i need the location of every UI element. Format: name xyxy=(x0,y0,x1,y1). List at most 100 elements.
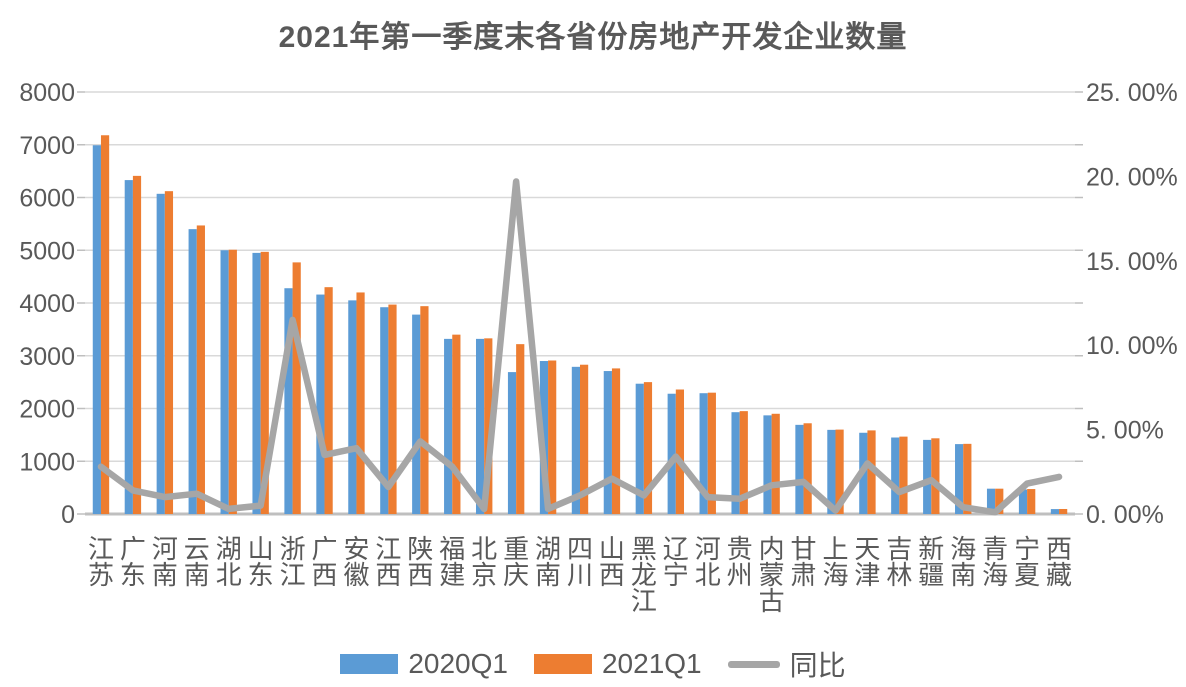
category-label-广东: 广东 xyxy=(120,534,146,590)
right-axis-label: 20. 00% xyxy=(1086,163,1178,191)
bar-2021q1-海南 xyxy=(963,443,972,514)
bar-2021q1-河北 xyxy=(707,392,716,514)
category-label-青海: 青海 xyxy=(982,534,1008,590)
chart-plot-svg: 0 1000 2000 3000 4000 5000 6000 7000 8000 0. 00% 5… xyxy=(19,79,1177,616)
legend-swatch-2021q1-icon xyxy=(533,654,592,674)
bar-2020q1-河南 xyxy=(156,193,165,514)
category-label-四川: 四川 xyxy=(567,534,593,590)
category-label-河北: 河北 xyxy=(695,534,721,590)
bar-2021q1-甘肃 xyxy=(803,423,812,514)
bar-2020q1-四川 xyxy=(571,366,580,514)
bar-2021q1-西藏 xyxy=(1059,508,1068,514)
bar-2020q1-上海 xyxy=(827,429,836,514)
category-label-黑龙江: 黑龙江 xyxy=(631,534,657,616)
legend-item-2021q1: 2021Q1 xyxy=(533,648,702,680)
bar-2020q1-广东 xyxy=(124,180,133,514)
bar-2020q1-北京 xyxy=(475,338,485,514)
bar-2020q1-云南 xyxy=(188,229,197,514)
category-label-上海: 上海 xyxy=(822,534,848,590)
category-label-湖北: 湖北 xyxy=(216,534,242,590)
bar-2020q1-辽宁 xyxy=(667,393,676,514)
bar-2021q1-陕西 xyxy=(420,306,429,514)
bar-2020q1-吉林 xyxy=(891,437,900,514)
category-label-广西: 广西 xyxy=(312,534,338,590)
category-label-北京: 北京 xyxy=(471,534,497,590)
bar-2020q1-安徽 xyxy=(348,300,357,514)
bar-2021q1-宁夏 xyxy=(1027,489,1036,514)
bar-2021q1-湖北 xyxy=(228,249,237,514)
bar-2021q1-河南 xyxy=(164,191,174,515)
bar-2021q1-福建 xyxy=(452,334,461,514)
bar-2020q1-河北 xyxy=(699,393,708,514)
category-label-宁夏: 宁夏 xyxy=(1014,534,1040,590)
category-label-云南: 云南 xyxy=(184,534,210,590)
bar-2021q1-江苏 xyxy=(100,135,110,514)
category-label-吉林: 吉林 xyxy=(886,534,912,590)
bar-2021q1-安徽 xyxy=(356,292,365,514)
bar-2020q1-海南 xyxy=(955,444,964,514)
left-axis-label: 4000 xyxy=(19,290,75,318)
category-labels: 江苏广东河南云南湖北山东浙江广西安徽江西陕西福建北京重庆湖南四川山西黑龙江辽宁河… xyxy=(88,534,1072,616)
bar-2021q1-内蒙古 xyxy=(771,413,780,514)
bar-2021q1-黑龙江 xyxy=(643,382,653,514)
bar-2020q1-湖北 xyxy=(220,250,229,514)
bar-2021q1-吉林 xyxy=(899,436,908,514)
bar-2020q1-甘肃 xyxy=(795,424,804,514)
category-label-西藏: 西藏 xyxy=(1046,534,1072,590)
category-label-重庆: 重庆 xyxy=(503,534,529,590)
bar-2020q1-江西 xyxy=(380,307,389,514)
bar-2020q1-重庆 xyxy=(507,372,517,514)
bar-2020q1-福建 xyxy=(444,338,453,514)
category-label-湖南: 湖南 xyxy=(535,534,561,590)
bar-2020q1-内蒙古 xyxy=(763,415,772,514)
bar-2020q1-宁夏 xyxy=(1018,489,1028,514)
left-axis-label: 6000 xyxy=(19,185,75,213)
category-label-福建: 福建 xyxy=(439,534,465,590)
axis-labels: 0 1000 2000 3000 4000 5000 6000 7000 8000 0. 00% 5… xyxy=(19,79,1177,529)
bar-2020q1-西藏 xyxy=(1050,509,1060,514)
category-label-山西: 山西 xyxy=(599,534,625,590)
bar-2020q1-山西 xyxy=(603,371,612,514)
bar-2021q1-北京 xyxy=(484,338,493,514)
left-axis-label: 5000 xyxy=(19,237,75,265)
left-axis-label: 7000 xyxy=(19,132,75,160)
legend-line-swatch-icon xyxy=(727,660,780,668)
legend-label-yoy: 同比 xyxy=(789,650,846,681)
bar-2020q1-浙江 xyxy=(284,288,293,514)
left-axis-label: 1000 xyxy=(19,448,75,476)
category-label-贵州: 贵州 xyxy=(727,534,753,590)
bar-2021q1-浙江 xyxy=(292,262,301,514)
bar-2021q1-山西 xyxy=(611,368,621,514)
bar-2020q1-新疆 xyxy=(923,439,932,514)
gridlines xyxy=(77,91,1083,516)
chart-legend: 2020Q1 2021Q1 同比 xyxy=(0,644,1186,684)
bar-2021q1-青海 xyxy=(995,488,1004,514)
category-label-辽宁: 辽宁 xyxy=(663,534,689,590)
legend-item-2020q1: 2020Q1 xyxy=(340,648,508,680)
bar-2020q1-青海 xyxy=(986,488,996,514)
category-label-新疆: 新疆 xyxy=(918,534,944,590)
bar-2020q1-广西 xyxy=(316,294,325,514)
legend-label-2020q1: 2020Q1 xyxy=(408,648,508,679)
bar-2021q1-天津 xyxy=(867,430,876,514)
bar-2020q1-江苏 xyxy=(92,145,101,514)
bar-2021q1-辽宁 xyxy=(675,389,685,514)
bar-2021q1-重庆 xyxy=(516,344,525,514)
bar-2020q1-贵州 xyxy=(731,412,740,514)
left-axis-label: 0 xyxy=(61,501,75,529)
bar-2021q1-山东 xyxy=(260,251,269,514)
bar-2021q1-上海 xyxy=(835,429,844,514)
left-axis-label: 3000 xyxy=(19,343,75,371)
legend-label-2021q1: 2021Q1 xyxy=(601,648,702,679)
bar-2020q1-陕西 xyxy=(412,314,421,514)
bar-2021q1-湖南 xyxy=(548,360,557,514)
yoy-line xyxy=(97,178,1063,516)
bar-2020q1-山东 xyxy=(252,252,261,514)
bar-2021q1-云南 xyxy=(196,225,205,514)
bar-2021q1-贵州 xyxy=(739,411,748,514)
bar-2021q1-四川 xyxy=(580,364,589,514)
bar-2021q1-广西 xyxy=(324,287,333,514)
right-axis-label: 5. 00% xyxy=(1086,417,1164,445)
category-label-天津: 天津 xyxy=(854,534,880,590)
